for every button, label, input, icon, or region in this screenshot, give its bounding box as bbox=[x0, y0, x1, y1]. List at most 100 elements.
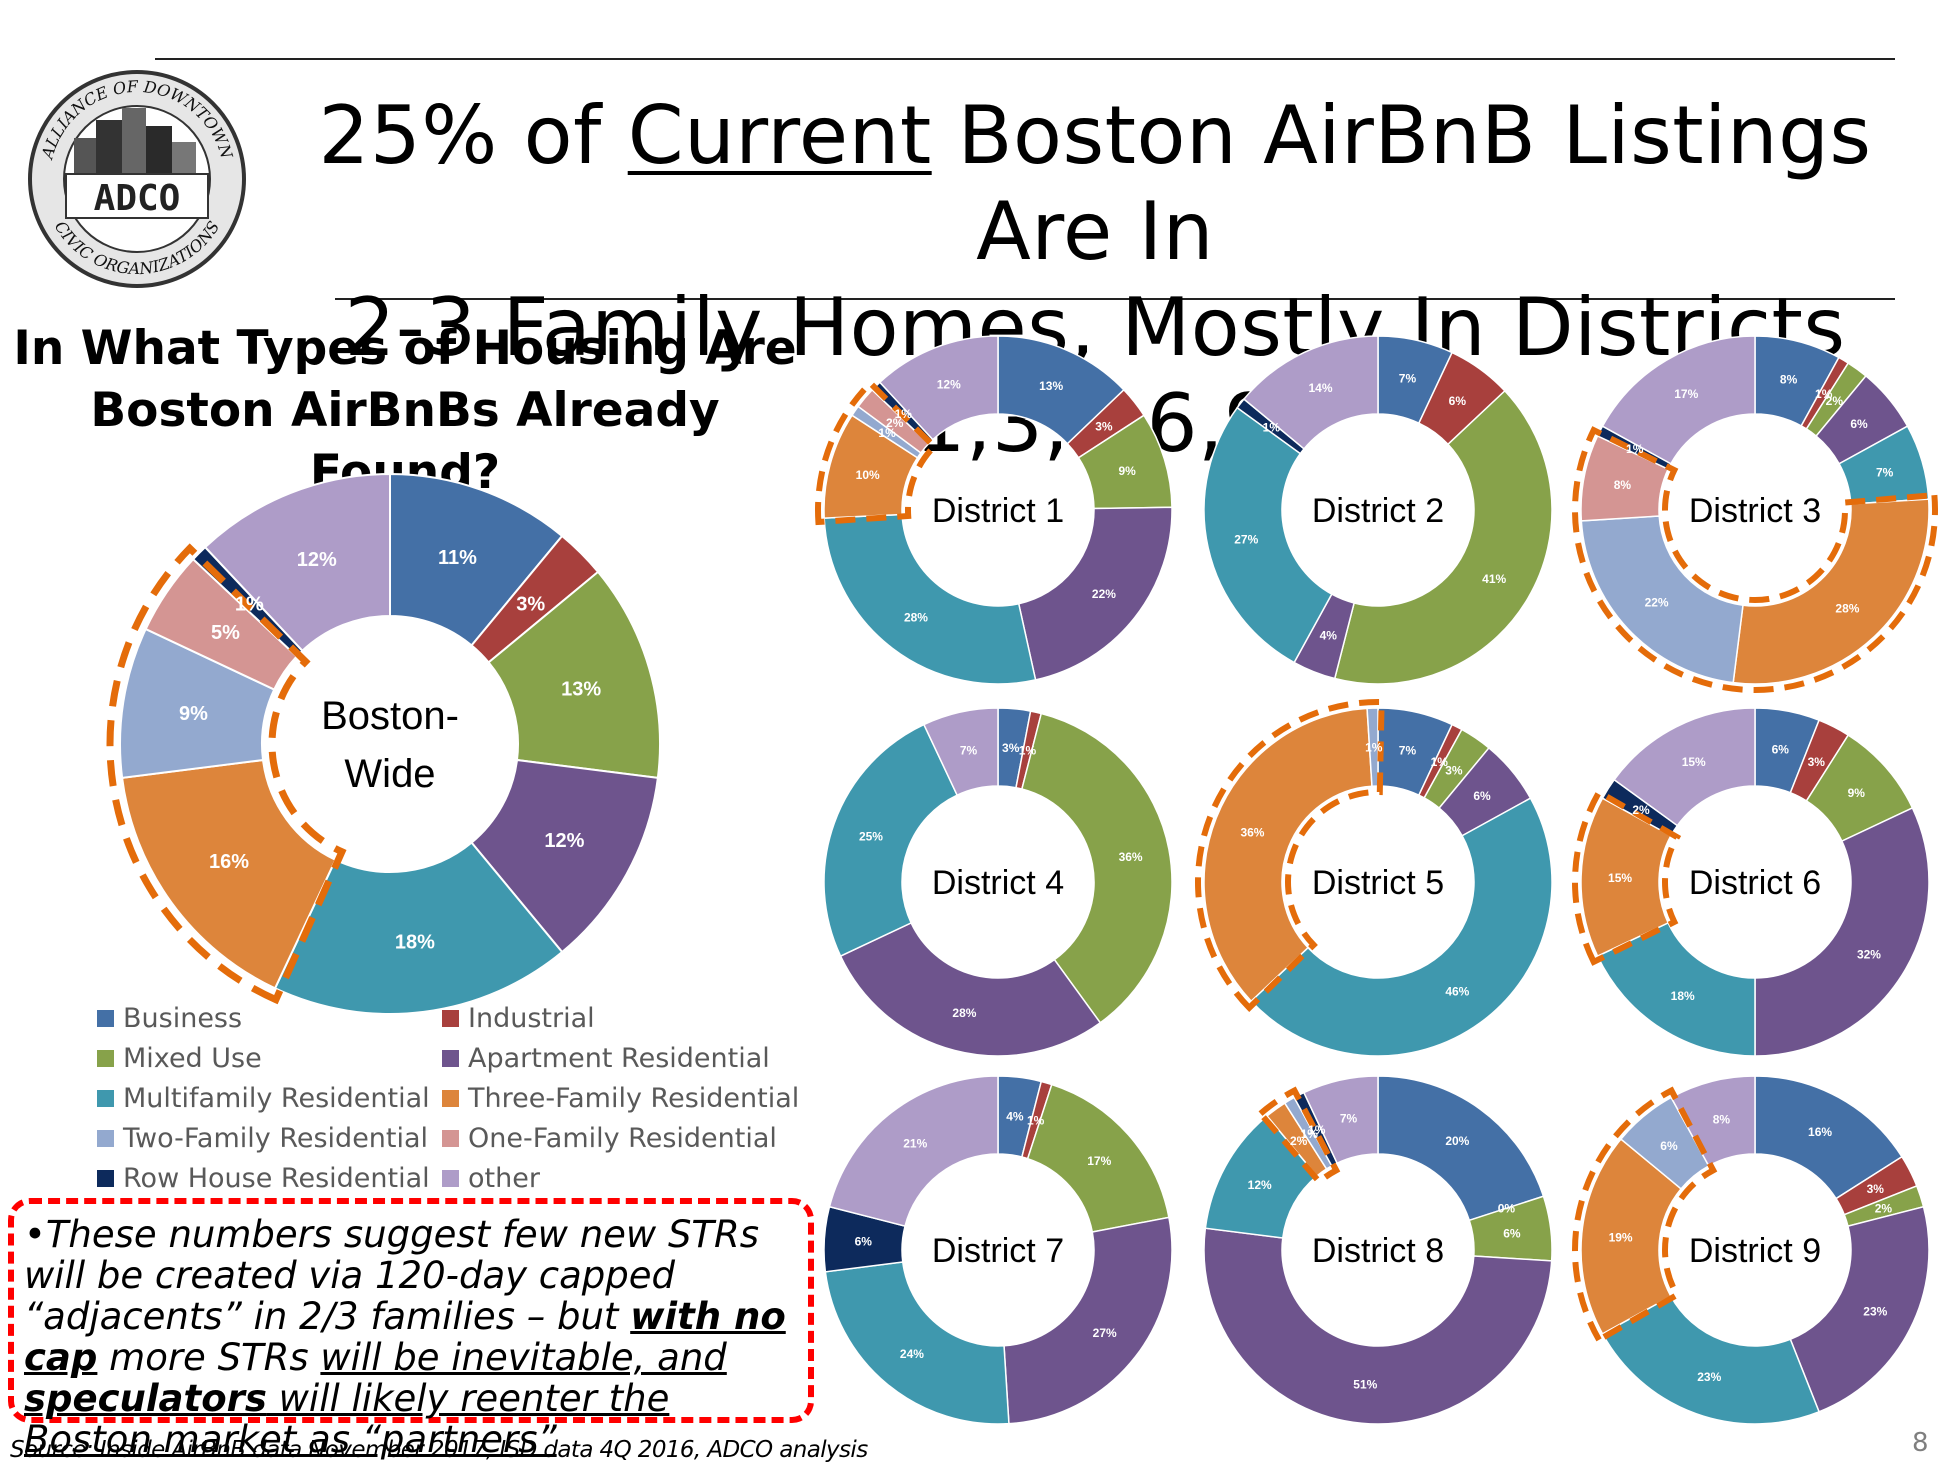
slice-other bbox=[1242, 335, 1379, 450]
slice-label: 1% bbox=[1027, 1114, 1045, 1128]
slice-other bbox=[1302, 1075, 1379, 1165]
slice-label: 9% bbox=[1118, 464, 1136, 478]
slice-label: 24% bbox=[900, 1347, 924, 1361]
legend-item: Apartment Residential bbox=[442, 1040, 802, 1076]
legend-label: Multifamily Residential bbox=[123, 1082, 430, 1114]
slice-multifamily-residential bbox=[1203, 406, 1333, 664]
slice-three-family-residential bbox=[121, 758, 337, 990]
legend-swatch bbox=[442, 1129, 459, 1147]
slice-multifamily-residential bbox=[1250, 797, 1553, 1057]
slice-label: 18% bbox=[395, 931, 435, 953]
slice-label: 6% bbox=[1503, 1226, 1521, 1240]
slice-label: 1% bbox=[235, 593, 264, 615]
slice-label: 14% bbox=[1309, 381, 1333, 395]
slice-label: 22% bbox=[1645, 596, 1669, 610]
slice-label: 4% bbox=[1006, 1109, 1024, 1123]
slice-other bbox=[203, 472, 391, 653]
donut-chart-1: 13% 3% 9% 22% 28% 10% 1%2%1% 12% District 1 bbox=[815, 335, 1173, 685]
slice-label: 7% bbox=[1340, 1111, 1358, 1125]
slice-label: 3% bbox=[1808, 755, 1826, 769]
legend-swatch bbox=[442, 1089, 459, 1107]
title-pre: 25% of bbox=[318, 89, 628, 182]
legend-swatch bbox=[442, 1169, 459, 1187]
slice-label: 9% bbox=[1848, 786, 1866, 800]
subtitle-line1: In What Types of Housing Are bbox=[13, 321, 797, 376]
legend-item: Three-Family Residential bbox=[442, 1080, 802, 1116]
legend-swatch bbox=[442, 1009, 459, 1027]
chart-center-name: District 3 bbox=[1689, 492, 1821, 530]
legend-swatch bbox=[97, 1089, 114, 1107]
slice-label: 1% bbox=[1019, 743, 1037, 757]
slice-label: 3% bbox=[516, 593, 545, 615]
logo-center-text: ADCO bbox=[94, 178, 181, 219]
chart-center-name: Boston- bbox=[321, 694, 459, 738]
slice-label: 51% bbox=[1353, 1378, 1377, 1392]
slice-label: 8% bbox=[1713, 1112, 1731, 1126]
bottom-rule bbox=[335, 298, 1895, 300]
legend-label: Mixed Use bbox=[123, 1042, 262, 1074]
slice-label: 4% bbox=[1320, 629, 1338, 643]
slice-label: 1% bbox=[1301, 1127, 1319, 1141]
slice-label: 2% bbox=[1290, 1134, 1308, 1148]
donut-chart-2: 7% 6% 41% 4% 27% 1% 14% District 2 bbox=[1203, 335, 1553, 685]
slice-apartment-residential bbox=[1017, 506, 1173, 681]
title-underlined: Current bbox=[627, 89, 932, 182]
slice-label: 46% bbox=[1445, 984, 1469, 998]
note-text-2: more STRs bbox=[97, 1336, 321, 1379]
chart-center-name: District 6 bbox=[1689, 864, 1821, 902]
slice-label: 32% bbox=[1857, 948, 1881, 962]
slice-mixed-use bbox=[1333, 389, 1553, 685]
legend-item: Business bbox=[97, 1000, 442, 1036]
slice-label: 12% bbox=[544, 830, 584, 852]
legend-label: Apartment Residential bbox=[468, 1042, 770, 1074]
adco-logo: ADCO ALLIANCE OF DOWNTOWN CIVIC ORGANIZA… bbox=[28, 70, 246, 288]
chart-center-name: Wide bbox=[344, 752, 435, 796]
slice-label: 0% bbox=[1498, 1201, 1516, 1215]
legend-label: Industrial bbox=[468, 1002, 595, 1034]
note-text-1: •These numbers suggest few new STRs will… bbox=[24, 1213, 760, 1338]
slice-two-family-residential bbox=[1580, 515, 1744, 684]
title-post: Boston AirBnB Listings Are In bbox=[931, 89, 1872, 278]
slice-label: 3% bbox=[1867, 1182, 1885, 1196]
slice-mixed-use bbox=[487, 570, 661, 779]
slice-label: 11% bbox=[438, 547, 477, 569]
slice-label: 1% bbox=[1308, 1123, 1326, 1137]
highlight-outline bbox=[1572, 1086, 1718, 1344]
slice-label: 22% bbox=[1092, 587, 1116, 601]
chart-center-name: District 8 bbox=[1312, 1232, 1444, 1270]
slice-label: 7% bbox=[960, 743, 978, 757]
highlight-outline bbox=[106, 543, 347, 1005]
slice-label: 28% bbox=[952, 1006, 976, 1020]
slice-label: 16% bbox=[209, 851, 249, 873]
donut-chart-8: 20% 0% 6% 51% 12% 2%1%1% 7% District 8 bbox=[1203, 1075, 1553, 1425]
slice-label: 2% bbox=[1826, 394, 1844, 408]
slice-label: 18% bbox=[1671, 989, 1695, 1003]
legend-label: Business bbox=[123, 1002, 243, 1034]
legend-swatch bbox=[97, 1009, 114, 1027]
slice-label: 12% bbox=[937, 377, 961, 391]
slice-mixed-use bbox=[1020, 712, 1173, 1024]
slice-label: 27% bbox=[1234, 533, 1258, 547]
callout-note: •These numbers suggest few new STRs will… bbox=[8, 1198, 814, 1460]
legend-swatch bbox=[97, 1049, 114, 1067]
slice-label: 12% bbox=[1248, 1178, 1272, 1192]
slice-label: 28% bbox=[1835, 602, 1859, 616]
legend-label: Three-Family Residential bbox=[468, 1082, 800, 1114]
slice-label: 23% bbox=[1863, 1304, 1887, 1318]
slice-label: 17% bbox=[1087, 1154, 1111, 1168]
slice-label: 6% bbox=[1660, 1139, 1678, 1153]
slice-label: 1% bbox=[895, 407, 913, 421]
slice-apartment-residential bbox=[1003, 1216, 1173, 1425]
legend-swatch bbox=[442, 1049, 459, 1067]
slice-label: 1% bbox=[878, 426, 896, 440]
note-underlined-2: will likely reenter the Boston market as… bbox=[24, 1377, 670, 1461]
slice-other bbox=[828, 1075, 999, 1228]
slice-label: 1% bbox=[1263, 420, 1281, 434]
slice-multifamily-residential bbox=[1601, 1295, 1821, 1425]
legend-swatch bbox=[97, 1169, 114, 1187]
slice-multifamily-residential bbox=[823, 513, 1037, 685]
slice-label: 13% bbox=[1039, 379, 1063, 393]
chart-center-name: District 4 bbox=[932, 864, 1064, 902]
slice-label: 6% bbox=[1772, 743, 1790, 757]
